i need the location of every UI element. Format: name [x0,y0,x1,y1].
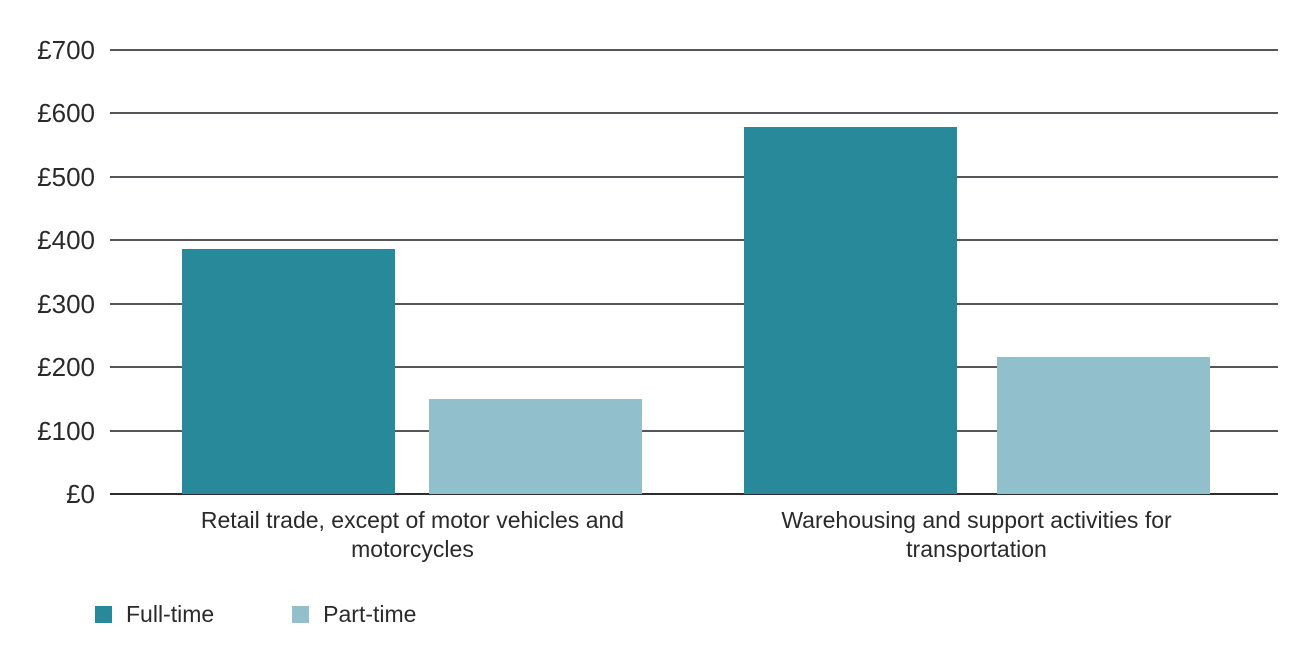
gridline [110,493,1278,495]
y-tick-label: £300 [37,288,95,319]
bar-full-time [744,127,957,494]
gridline [110,366,1278,369]
y-tick-label: £400 [37,225,95,256]
gridline [110,49,1278,51]
gridline [110,175,1278,178]
legend-label: Full-time [126,601,215,627]
gridline [110,112,1278,115]
legend-item: Part-time [292,601,416,628]
legend-item: Full-time [95,601,214,628]
bar-full-time [182,248,395,494]
gridline [110,302,1278,305]
legend-swatch-full-time [95,606,112,623]
y-tick-label: £0 [66,479,95,509]
bar-part-time [429,398,642,494]
y-tick-label: £200 [37,352,95,383]
legend-swatch-part-time [292,606,310,623]
y-tick-label: £700 [37,35,95,65]
gridline [110,429,1278,432]
bar-part-time [997,356,1210,494]
y-tick-label: £600 [37,98,95,129]
y-tick-label: £500 [37,161,95,192]
y-tick-label: £100 [37,415,95,446]
legend-label: Part-time [323,601,417,627]
category-label: Retail trade, except of motor vehicles a… [200,507,625,562]
gridline [110,239,1278,242]
category-label: Warehousing and support activities for t… [781,507,1172,562]
legend: Full-time Part-time [95,601,416,628]
